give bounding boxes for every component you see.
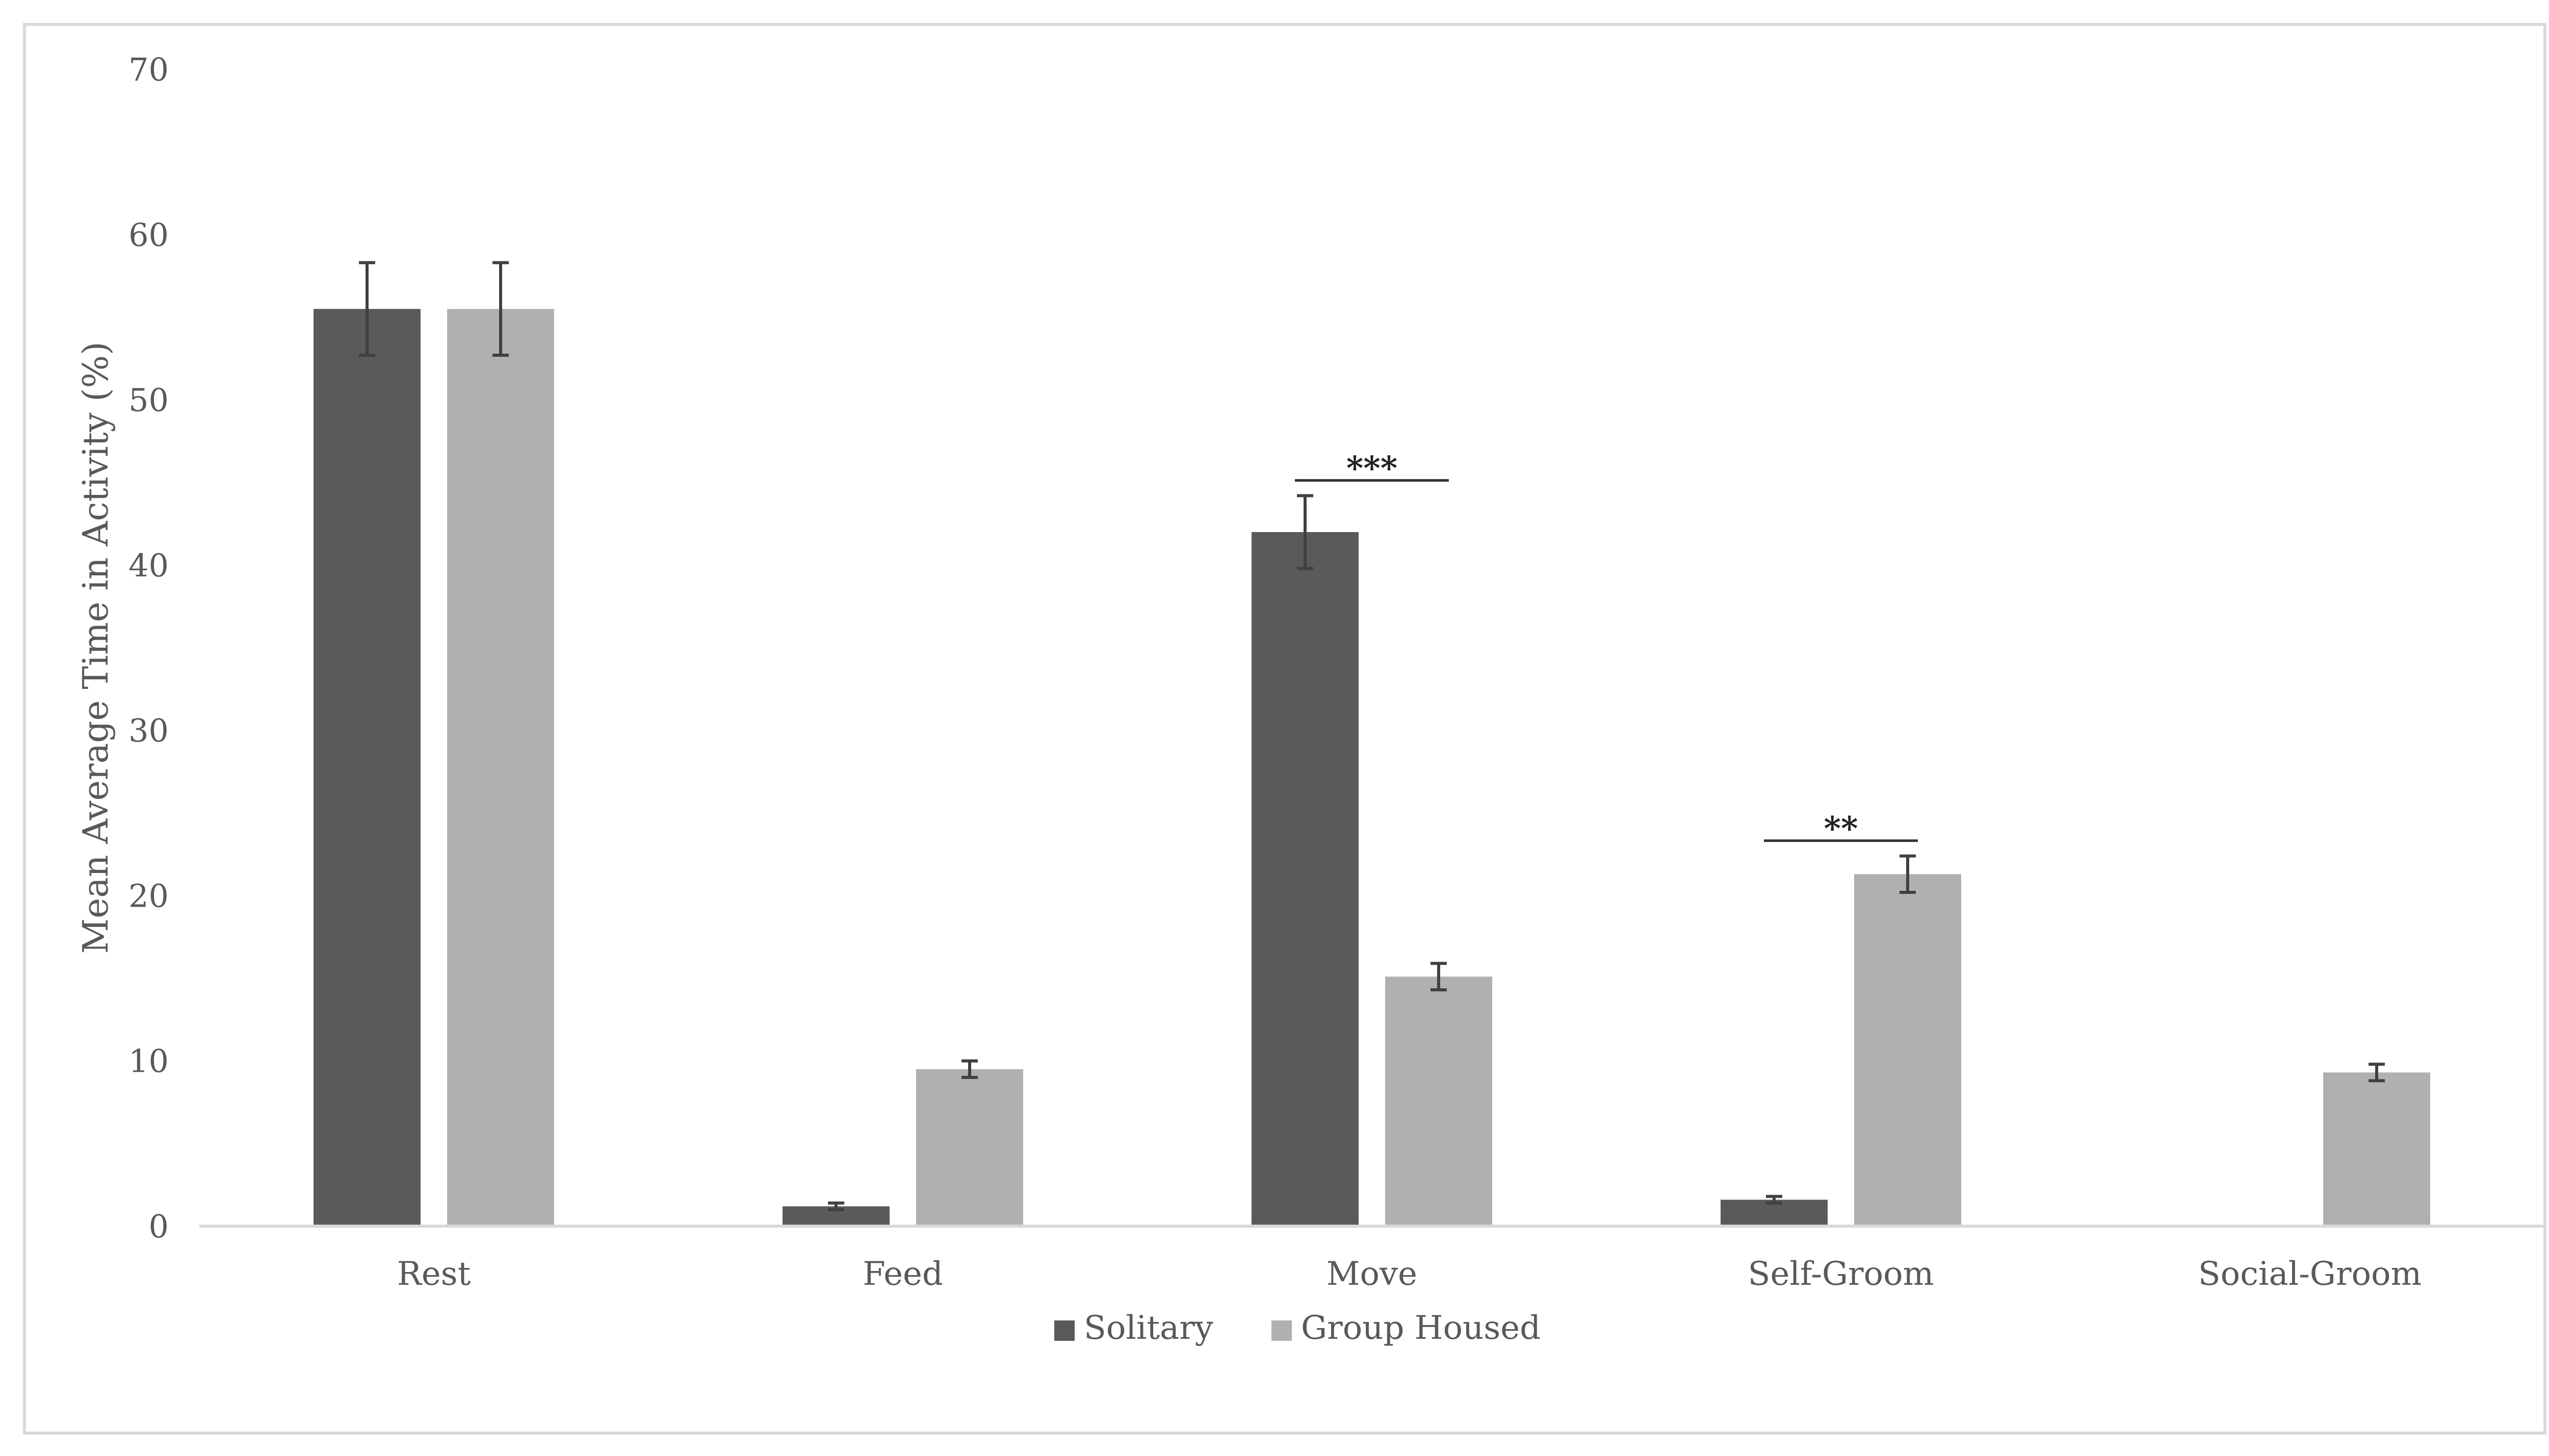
x-tick-label: Rest [397,1255,471,1293]
legend-swatch-solitary [1054,1320,1075,1341]
significance-label: ** [1824,810,1858,848]
y-tick-label: 10 [128,1043,169,1080]
chart-frame: 0 10 20 30 40 50 60 70 Mean Average Time in Acti… [23,23,2546,1435]
x-tick-label: Move [1326,1255,1417,1293]
y-tick-label: 70 [128,51,169,88]
legend-label-group-housed: Group Housed [1301,1309,1541,1347]
legend-label-solitary: Solitary [1084,1309,1213,1347]
y-tick-label: 20 [128,877,169,914]
legend-swatch-group-housed [1271,1320,1292,1341]
bar-group-housed-self-groom [1854,874,1961,1226]
significance-label: *** [1346,449,1397,488]
bar-solitary-rest [314,309,421,1226]
bar-group-housed-social-groom [2323,1072,2430,1226]
y-axis-title: Mean Average Time in Activity (%) [76,341,116,954]
y-tick-label: 40 [128,547,169,584]
x-tick-label: Social-Groom [2198,1255,2422,1293]
y-tick-label: 60 [128,216,169,253]
y-tick-label: 50 [128,382,169,419]
x-tick-label: Feed [863,1255,943,1293]
bar-solitary-move [1252,532,1359,1226]
x-tick-label: Self-Groom [1748,1255,1934,1293]
bar-group-housed-move [1385,976,1492,1226]
chart: 0 10 20 30 40 50 60 70 Mean Average Time in Acti… [76,51,2544,1347]
y-tick-label: 0 [149,1208,169,1245]
bar-group-housed-rest [447,309,554,1226]
bar-group-housed-feed [916,1069,1023,1226]
y-tick-label: 30 [128,712,169,749]
